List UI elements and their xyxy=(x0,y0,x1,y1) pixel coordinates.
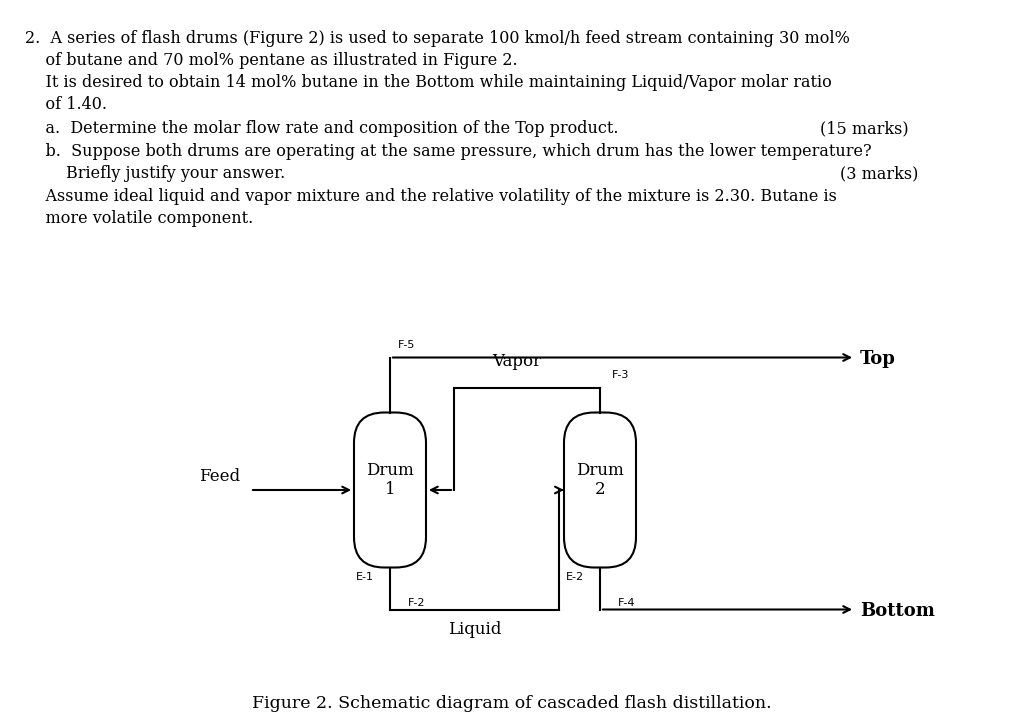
Text: b.  Suppose both drums are operating at the same pressure, which drum has the lo: b. Suppose both drums are operating at t… xyxy=(25,143,871,160)
Text: Bottom: Bottom xyxy=(860,603,935,621)
FancyBboxPatch shape xyxy=(564,412,636,568)
Text: (15 marks): (15 marks) xyxy=(820,120,908,137)
Text: Vapor: Vapor xyxy=(493,353,542,369)
Text: a.  Determine the molar flow rate and composition of the Top product.: a. Determine the molar flow rate and com… xyxy=(25,120,618,137)
Text: of 1.40.: of 1.40. xyxy=(25,96,106,113)
Text: Drum
2: Drum 2 xyxy=(577,462,624,498)
Text: Briefly justify your answer.: Briefly justify your answer. xyxy=(25,165,286,182)
Text: 2.  A series of flash drums (Figure 2) is used to separate 100 kmol/h feed strea: 2. A series of flash drums (Figure 2) is… xyxy=(25,30,850,47)
Text: F-4: F-4 xyxy=(618,598,636,608)
Text: Drum
1: Drum 1 xyxy=(367,462,414,498)
Text: Top: Top xyxy=(860,350,896,369)
Text: more volatile component.: more volatile component. xyxy=(25,210,253,227)
Text: F-2: F-2 xyxy=(408,598,426,608)
Text: Liquid: Liquid xyxy=(447,622,501,638)
Text: of butane and 70 mol% pentane as illustrated in Figure 2.: of butane and 70 mol% pentane as illustr… xyxy=(25,52,517,69)
Text: E-1: E-1 xyxy=(356,572,374,582)
Text: (3 marks): (3 marks) xyxy=(840,165,919,182)
Text: Feed: Feed xyxy=(199,468,240,485)
Text: F-5: F-5 xyxy=(398,340,416,350)
Text: Assume ideal liquid and vapor mixture and the relative volatility of the mixture: Assume ideal liquid and vapor mixture an… xyxy=(25,188,837,205)
Text: It is desired to obtain 14 mol% butane in the Bottom while maintaining Liquid/Va: It is desired to obtain 14 mol% butane i… xyxy=(25,74,831,91)
Text: Figure 2. Schematic diagram of cascaded flash distillation.: Figure 2. Schematic diagram of cascaded … xyxy=(252,695,772,712)
Text: F-3: F-3 xyxy=(612,369,630,379)
Text: E-2: E-2 xyxy=(566,572,584,582)
FancyBboxPatch shape xyxy=(354,412,426,568)
